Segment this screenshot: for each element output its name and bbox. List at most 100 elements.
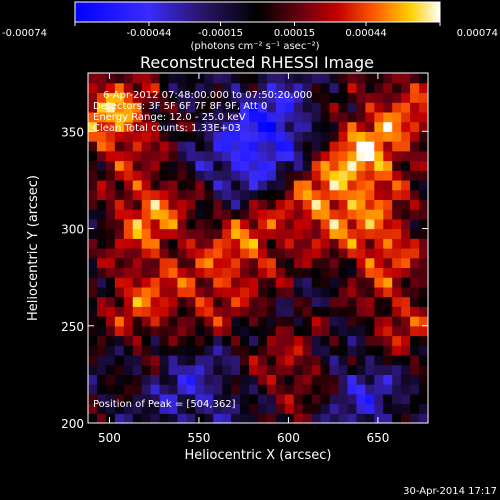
- heatmap-cell: [410, 248, 420, 259]
- heatmap-cell: [105, 384, 116, 395]
- heatmap-cell: [266, 403, 277, 414]
- heatmap-cell: [222, 248, 232, 259]
- heatmap-cell: [284, 111, 295, 123]
- heatmap-cell: [266, 277, 277, 288]
- heatmap-cell: [293, 102, 304, 113]
- heatmap-cell: [168, 209, 179, 220]
- heatmap-cell: [159, 257, 170, 269]
- heatmap-cell: [231, 160, 241, 171]
- heatmap-cell: [311, 199, 322, 210]
- heatmap-cell: [275, 131, 286, 142]
- colorbar-tick-label: -0.00015: [198, 28, 243, 39]
- heatmap-cell: [222, 73, 232, 84]
- heatmap-cell: [329, 82, 340, 94]
- heatmap-cell: [105, 374, 116, 385]
- heatmap-cell: [186, 189, 196, 200]
- heatmap-cell: [186, 403, 196, 414]
- heatmap-cell: [374, 277, 384, 288]
- heatmap-cell: [114, 189, 125, 200]
- heatmap-cell: [177, 150, 188, 162]
- heatmap-cell: [266, 286, 277, 298]
- heatmap-cell: [320, 296, 331, 307]
- heatmap-cell: [275, 257, 286, 269]
- heatmap-cell: [311, 296, 322, 307]
- heatmap-cell: [365, 73, 375, 84]
- heatmap-cell: [150, 374, 161, 385]
- heatmap-cell: [419, 335, 428, 346]
- heatmap-cell: [419, 179, 428, 191]
- heatmap-cell: [123, 189, 134, 200]
- heatmap-cell: [231, 403, 241, 414]
- heatmap-cell: [347, 209, 358, 220]
- colorbar-tick-label: -0.00074: [2, 28, 47, 39]
- annotation-energy-range: Energy Range: 12.0 - 25.0 keV: [93, 112, 246, 123]
- heatmap-cell: [275, 248, 286, 259]
- y-tick-label: 350: [61, 125, 84, 139]
- heatmap-cell: [123, 102, 134, 113]
- heatmap-cell: [240, 209, 250, 220]
- heatmap-cell: [222, 92, 232, 103]
- heatmap-cell: [222, 325, 232, 337]
- heatmap-cell: [132, 364, 143, 375]
- heatmap-cell: [177, 374, 188, 385]
- heatmap-cell: [383, 111, 393, 123]
- heatmap-cell: [105, 141, 116, 152]
- heatmap-cell: [338, 102, 349, 113]
- heatmap-cell: [132, 393, 143, 405]
- heatmap-cell: [329, 335, 340, 346]
- heatmap-cell: [392, 131, 402, 142]
- heatmap-cell: [338, 189, 349, 200]
- heatmap-cell: [150, 354, 161, 366]
- heatmap-cell: [258, 267, 268, 278]
- heatmap-cell: [177, 384, 188, 395]
- heatmap-cell: [231, 393, 241, 405]
- heatmap-cell: [383, 413, 393, 423]
- heatmap-cell: [141, 228, 152, 239]
- heatmap-cell: [258, 403, 268, 414]
- heatmap-cell: [114, 384, 125, 395]
- heatmap-cell: [96, 82, 107, 94]
- heatmap-cell: [88, 325, 98, 337]
- heatmap-cell: [266, 121, 277, 132]
- heatmap-cell: [320, 267, 331, 278]
- heatmap-cell: [401, 73, 411, 84]
- heatmap-cell: [150, 277, 161, 288]
- heatmap-cell: [159, 218, 170, 230]
- heatmap-cell: [284, 102, 295, 113]
- heatmap-cell: [150, 413, 161, 423]
- heatmap-cell: [222, 82, 232, 94]
- heatmap-cell: [365, 199, 375, 210]
- heatmap-cell: [284, 131, 295, 142]
- heatmap-cell: [293, 403, 304, 414]
- heatmap-cell: [168, 199, 179, 210]
- heatmap-cell: [329, 228, 340, 239]
- heatmap-cell: [177, 345, 188, 356]
- heatmap-cell: [347, 170, 358, 181]
- heatmap-cell: [240, 384, 250, 395]
- heatmap-cell: [222, 160, 232, 171]
- heatmap-cell: [96, 296, 107, 307]
- heatmap-cell: [168, 286, 179, 298]
- heatmap-cell: [374, 209, 384, 220]
- heatmap-cell: [141, 150, 152, 162]
- heatmap-cell: [275, 296, 286, 307]
- heatmap-cell: [302, 238, 313, 249]
- heatmap-cell: [240, 228, 250, 239]
- heatmap-cell: [374, 325, 384, 337]
- heatmap-cell: [204, 354, 214, 366]
- heatmap-cell: [186, 335, 196, 346]
- heatmap-cell: [401, 384, 411, 395]
- heatmap-cell: [222, 179, 232, 191]
- heatmap-cell: [410, 238, 420, 249]
- heatmap-cell: [401, 102, 411, 113]
- heatmap-cell: [302, 209, 313, 220]
- heatmap-cell: [392, 277, 402, 288]
- heatmap-cell: [275, 316, 286, 327]
- heatmap-cell: [249, 393, 259, 405]
- heatmap-cell: [213, 209, 223, 220]
- heatmap-cell: [258, 102, 268, 113]
- heatmap-cell: [275, 345, 286, 356]
- heatmap-cell: [419, 316, 428, 327]
- heatmap-cell: [204, 141, 214, 152]
- heatmap-cell: [231, 413, 241, 423]
